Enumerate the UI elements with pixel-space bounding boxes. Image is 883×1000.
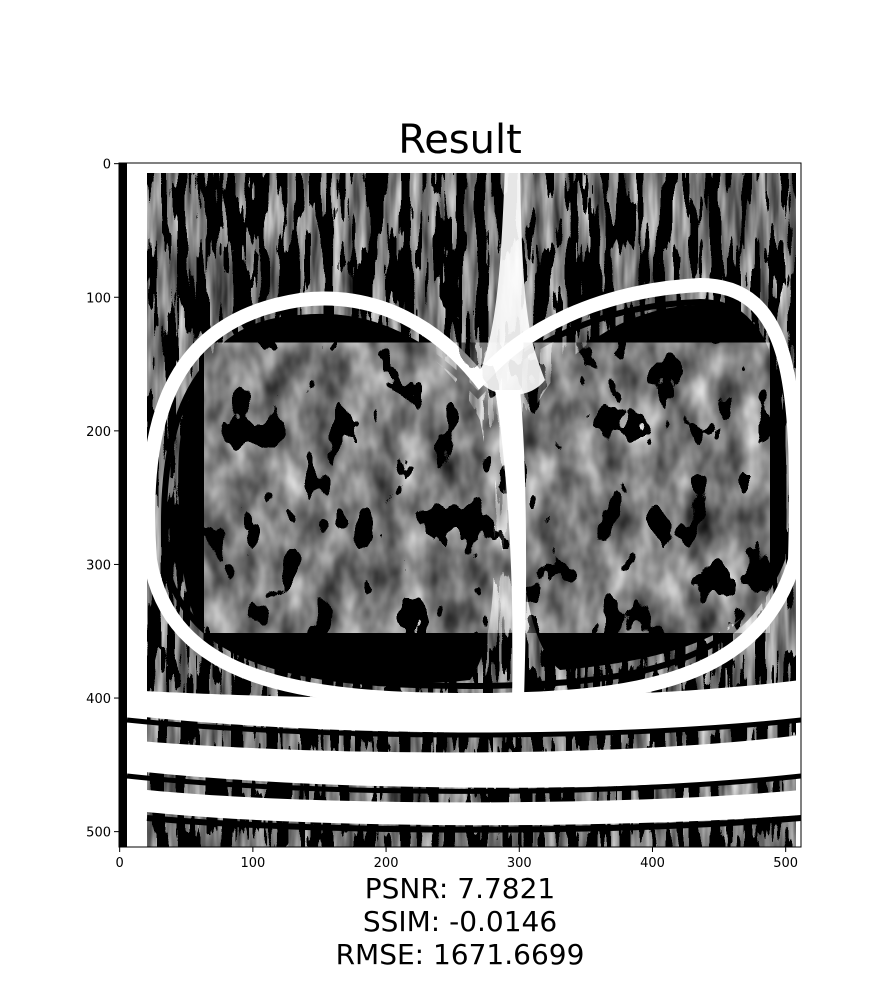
y-tick-label: 400 [86, 692, 111, 707]
y-tick-label: 500 [86, 826, 111, 841]
psnr-value: PSNR: 7.7821 [364, 872, 556, 905]
x-tick-label: 200 [374, 856, 399, 871]
result-image [119, 163, 801, 847]
rmse-value: RMSE: 1671.6699 [335, 938, 585, 971]
x-axis: 0 100 200 300 400 500 [116, 847, 798, 871]
y-tick-label: 300 [86, 558, 111, 573]
x-tick-label: 500 [773, 856, 798, 871]
metrics-caption: PSNR: 7.7821 SSIM: -0.0146 RMSE: 1671.66… [119, 872, 801, 971]
y-tick-label: 200 [86, 425, 111, 440]
y-tick-label: 0 [103, 158, 111, 173]
figure-title: Result [398, 117, 522, 163]
ssim-value: SSIM: -0.0146 [362, 905, 558, 938]
y-tick-label: 100 [86, 291, 111, 306]
x-tick-label: 100 [240, 856, 265, 871]
x-tick-label: 400 [640, 856, 665, 871]
x-tick-label: 0 [116, 856, 124, 871]
x-tick-label: 300 [507, 856, 532, 871]
y-axis: 0 100 200 300 400 500 [86, 158, 119, 841]
